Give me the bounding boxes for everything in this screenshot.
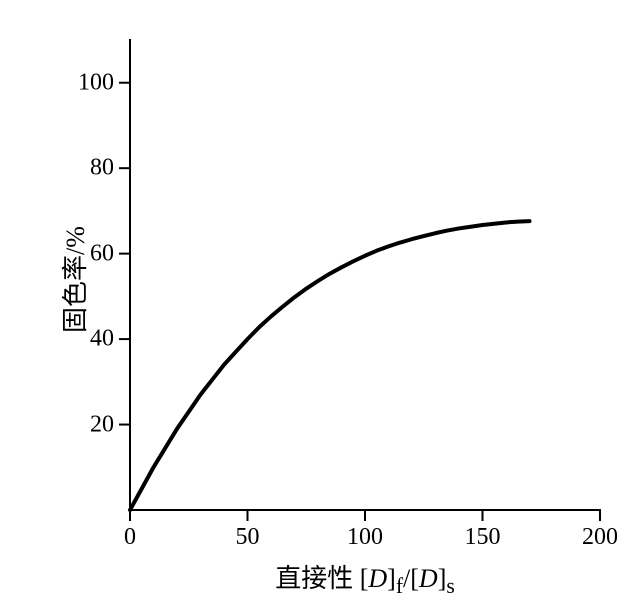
x-tick-label: 0: [124, 524, 136, 551]
y-tick-label: 20: [90, 411, 114, 438]
chart-container: 固色率/% 直接性 [D]f/[D]s 0 50 100 150 200 20 40 60 80…: [0, 0, 640, 610]
y-axis-label: 固色率/%: [55, 226, 92, 333]
x-tick-label: 150: [465, 524, 501, 551]
y-tick-label: 80: [90, 155, 114, 182]
y-tick-label: 60: [90, 240, 114, 267]
x-axis-label-text: 直接性 [D]f/[D]s: [275, 564, 455, 593]
x-tick-label: 100: [347, 524, 383, 551]
x-tick-label: 50: [236, 524, 260, 551]
y-tick-label: 100: [78, 69, 114, 96]
y-tick-label: 40: [90, 326, 114, 353]
x-axis-label: 直接性 [D]f/[D]s: [275, 558, 455, 599]
x-tick-label: 200: [582, 524, 618, 551]
